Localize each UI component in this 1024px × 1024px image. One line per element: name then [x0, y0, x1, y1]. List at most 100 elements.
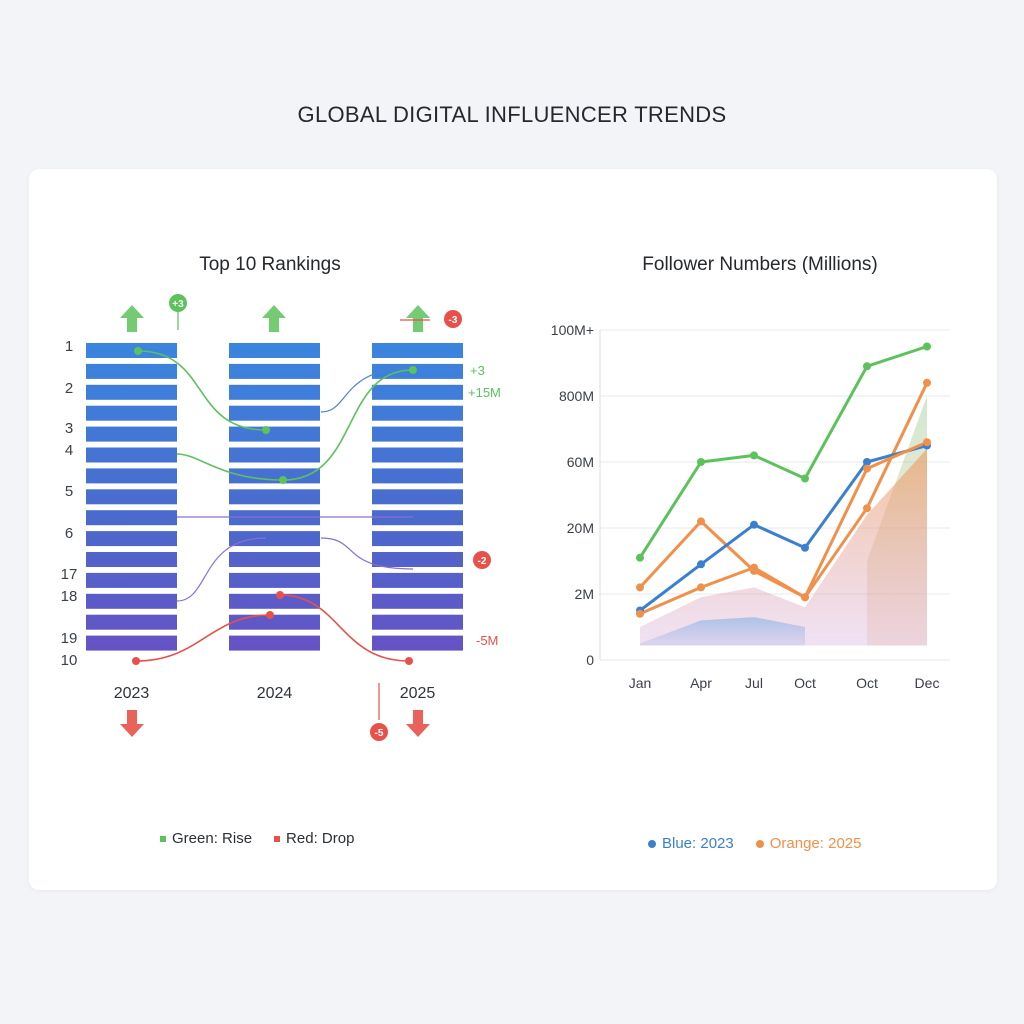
rank-bar: [86, 447, 177, 463]
rank-label: 6: [65, 525, 73, 542]
y-tick-label: 0: [586, 652, 594, 668]
rank-bar: [372, 572, 463, 588]
badge-plus3-bg: [169, 294, 187, 312]
y-tick-label: 2M: [575, 586, 594, 602]
rank-bar: [86, 593, 177, 609]
followers-legend: Blue: 2023 Orange: 2025: [648, 835, 861, 852]
rank-bar: [229, 635, 320, 651]
rank-label: 2: [65, 380, 73, 397]
rank-bar: [229, 489, 320, 505]
rank-bar: [229, 405, 320, 421]
rank-dot: [405, 657, 413, 665]
rank-dot: [276, 591, 284, 599]
rank-bar: [372, 384, 463, 400]
green-line-point: [697, 458, 705, 466]
annotation-plus3: +3: [470, 363, 485, 378]
year-label: 2025: [400, 685, 436, 702]
rank-bar: [86, 635, 177, 651]
rank-bar: [372, 489, 463, 505]
orange-line-point: [863, 504, 871, 513]
rank-bar: [86, 572, 177, 588]
orange-line-point: [923, 378, 931, 387]
green-line: [638, 345, 928, 559]
orange-area: [640, 448, 927, 646]
y-tick-label: 100M+: [551, 322, 594, 338]
drop-swatch: [274, 835, 281, 842]
rank-bar: [372, 593, 463, 609]
rank-bar: [229, 531, 320, 547]
blue-line-point: [801, 543, 809, 552]
rank-bar: [86, 531, 177, 547]
green-line-point: [750, 451, 758, 460]
rank-dot: [266, 611, 274, 619]
orange-swatch: [755, 839, 764, 848]
arrow-up-icon: [406, 305, 430, 332]
blue-line: [639, 444, 928, 612]
legend-2023: Blue: 2023: [648, 835, 734, 852]
rank-dot: [132, 657, 140, 665]
rank-bar: [372, 531, 463, 547]
rank-label: 10: [61, 652, 78, 669]
rank-bar: [86, 426, 177, 442]
orange-line-secondary-point: [923, 438, 931, 447]
orange-line-secondary: [639, 440, 928, 616]
rank-dot: [134, 347, 142, 355]
rank-bar: [372, 614, 463, 630]
legend-2023-label: Blue: 2023: [662, 835, 734, 852]
rank-bar: [229, 363, 320, 379]
badge-minus3: -3: [449, 315, 458, 326]
year-label: 2023: [114, 685, 150, 702]
rank-bar: [86, 468, 177, 484]
page-title: GLOBAL DIGITAL INFLUENCER TRENDS: [297, 102, 727, 127]
rank-bar: [86, 363, 177, 379]
rank-line-neutral: [320, 537, 414, 570]
rank-bar: [372, 468, 463, 484]
rank-bar: [229, 447, 320, 463]
rank-bar: [86, 552, 177, 567]
rankings-legend: Green: Rise Red: Drop: [160, 830, 354, 847]
rank-dot: [262, 426, 270, 434]
rank-bar: [372, 343, 463, 358]
x-tick-label: Jan: [629, 675, 652, 691]
arrow-up-icon: [120, 305, 144, 332]
x-tick-label: Apr: [690, 675, 712, 691]
rank-line-drop: [279, 594, 410, 662]
rank-bar: [229, 593, 320, 609]
x-tick-label: Dec: [915, 675, 940, 691]
rank-bar: [229, 426, 320, 442]
rank-label: 3: [65, 420, 73, 437]
rank-bar: [86, 510, 177, 526]
orange-line-point: [697, 517, 705, 526]
legend-rise: Green: Rise: [160, 830, 252, 847]
rank-bar: [86, 405, 177, 421]
green-line-point: [801, 474, 809, 483]
rankings-chart: 1 2 3 4 5 6 17 18 19 10 2023 2024 2025 +3 -3 -2 -5 +3 +15M…: [61, 294, 501, 741]
rank-bar: [372, 405, 463, 421]
orange-line-point: [636, 583, 644, 592]
badge-minus3-bg: [444, 310, 462, 328]
orange-line-secondary-point: [636, 609, 644, 618]
y-tick-label: 800M: [559, 388, 594, 404]
x-tick-label: Oct: [856, 675, 878, 691]
rank-bar: [229, 614, 320, 630]
green-line-point: [863, 362, 871, 371]
y-tick-label: 60M: [567, 454, 594, 470]
rank-label: 17: [61, 566, 78, 583]
rank-bar: [229, 468, 320, 484]
rank-bar: [229, 510, 320, 526]
rank-bar: [372, 447, 463, 463]
rankings-title: Top 10 Rankings: [199, 254, 341, 275]
legend-drop-label: Red: Drop: [286, 830, 355, 847]
rank-bar: [372, 363, 463, 379]
arrow-up-icon: [262, 305, 286, 332]
rank-dot: [409, 366, 417, 374]
rank-label: 19: [61, 630, 78, 647]
followers-title: Follower Numbers (Millions): [642, 254, 878, 275]
badge-minus2: -2: [478, 556, 487, 567]
x-tick-label: Jul: [745, 675, 763, 691]
green-line-point: [636, 553, 644, 562]
rank-bar: [229, 343, 320, 358]
rank-label: 1: [65, 338, 73, 355]
rank-label: 4: [65, 442, 73, 459]
badge-minus5-bg: [370, 723, 388, 741]
